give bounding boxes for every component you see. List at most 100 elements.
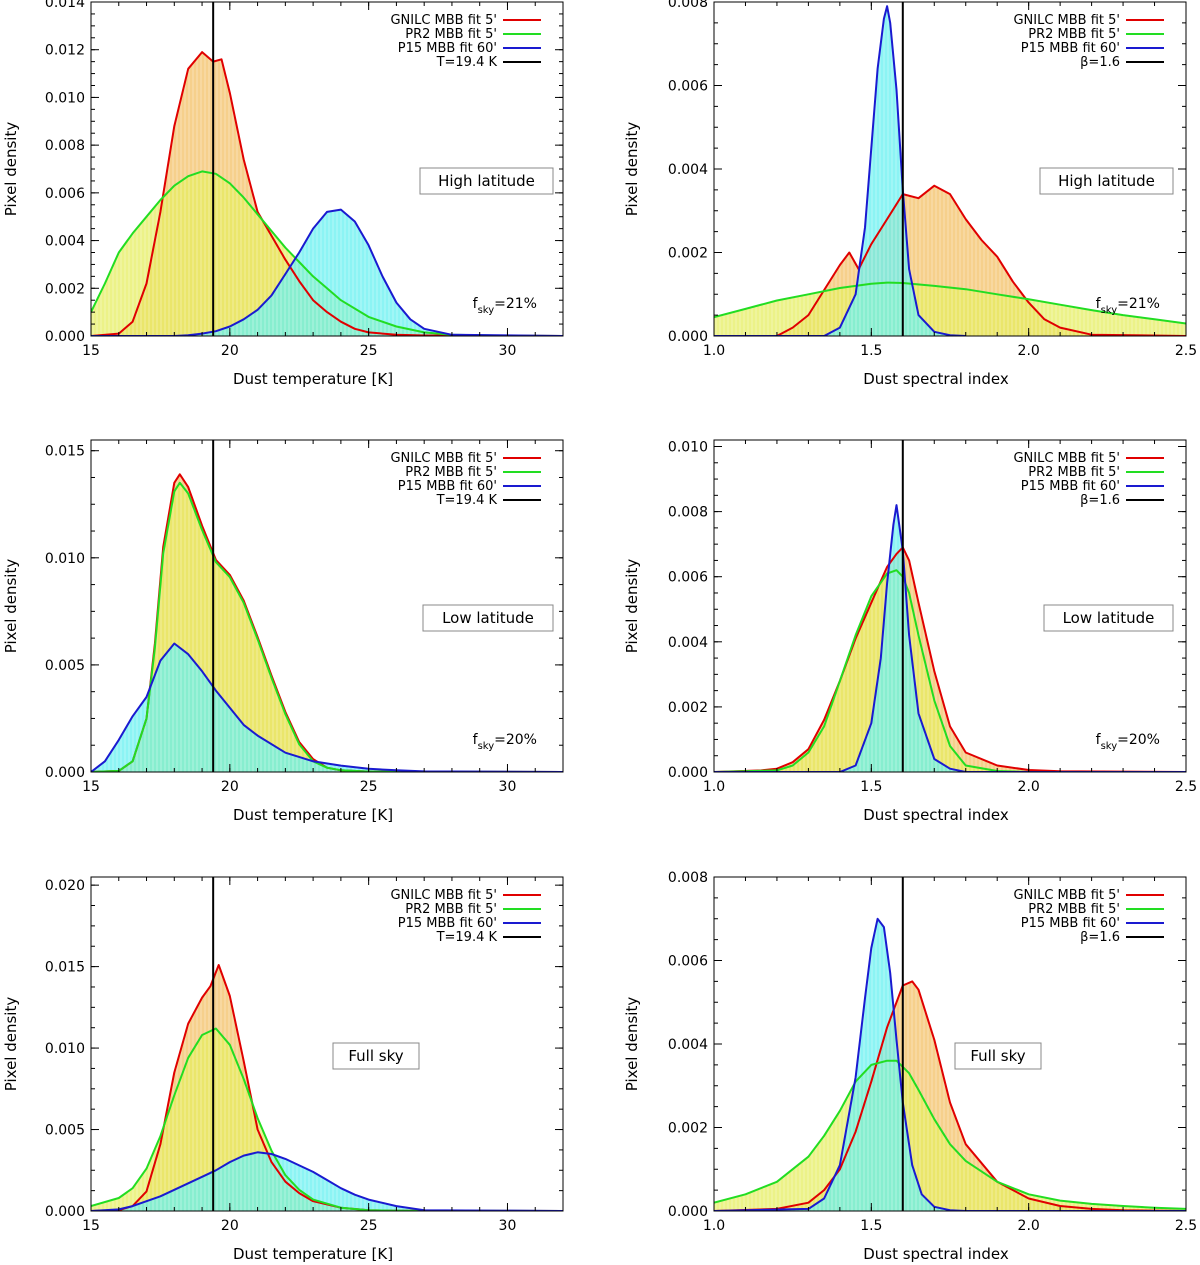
area-p15: [91, 1152, 563, 1211]
x-tick-label: 15: [82, 779, 100, 795]
y-tick-label: 0.002: [668, 1121, 708, 1137]
region-label: Full sky: [348, 1047, 403, 1065]
area-pr2: [714, 1060, 1186, 1211]
area-pr2: [91, 171, 563, 336]
y-tick-label: 0.014: [45, 0, 85, 11]
x-tick-label: 2.0: [1018, 343, 1040, 359]
x-tick-label: 2.0: [1018, 779, 1040, 795]
y-tick-label: 0.002: [668, 700, 708, 716]
plot-frame: [90, 876, 564, 1212]
y-tick-label: 0.004: [45, 234, 85, 250]
line-p15: [91, 208, 563, 336]
x-tick-label: 25: [360, 1218, 378, 1234]
legend-label: P15 MBB fit 60': [1021, 41, 1120, 56]
area-p15: [91, 209, 563, 336]
area-gnilc: [714, 547, 1186, 772]
x-tick-label: 30: [499, 343, 517, 359]
area-pr2: [91, 1028, 563, 1211]
legend-label: P15 MBB fit 60': [1021, 916, 1120, 931]
plot-area: [714, 877, 1186, 1211]
legend-label: PR2 MBB fit 5': [1028, 27, 1120, 42]
line-p15: [714, 5, 966, 336]
x-tick-label: 20: [221, 779, 239, 795]
x-tick-label: 30: [499, 1218, 517, 1234]
x-tick-label: 25: [360, 343, 378, 359]
y-tick-label: 0.010: [45, 90, 85, 106]
fsky-annotation: fsky=20%: [1096, 732, 1160, 752]
legend-label: β=1.6: [1080, 493, 1120, 508]
line-pr2: [91, 481, 563, 772]
y-tick-label: 0.002: [668, 246, 708, 262]
y-tick-label: 0.000: [668, 765, 708, 781]
legend-label: P15 MBB fit 60': [398, 479, 497, 494]
legend-label: GNILC MBB fit 5': [1013, 13, 1120, 28]
legend-label: GNILC MBB fit 5': [1013, 451, 1120, 466]
y-tick-label: 0.008: [668, 0, 708, 11]
y-tick-label: 0.000: [45, 329, 85, 345]
y-tick-label: 0.006: [668, 79, 708, 95]
y-tick-label: 0.008: [668, 505, 708, 521]
x-tick-label: 15: [82, 343, 100, 359]
panel-beta-low: 1.0 1.5 2.0 2.5 0.000 0.002 0.004 0.006 0.008 0.0…: [623, 439, 1197, 824]
panel-temp-high: 15 20 25 30 0.000 0.002 0.004 0.006 0.008 0.010 0.…: [2, 0, 564, 388]
legend-label: GNILC MBB fit 5': [1013, 888, 1120, 903]
panel-temp-low: 15 20 25 30 0.000 0.005 0.010 0.015 Dust tempera…: [2, 439, 564, 824]
panel-beta-high: 1.0 1.5 2.0 2.5 0.000 0.002 0.004 0.006 0.008 Dus…: [623, 0, 1197, 388]
y-tick-label: 0.008: [45, 138, 85, 154]
region-box: [419, 167, 554, 195]
x-tick-label: 15: [82, 1218, 100, 1234]
legend-label: PR2 MBB fit 5': [1028, 902, 1120, 917]
legend-label: PR2 MBB fit 5': [1028, 465, 1120, 480]
legend-label: PR2 MBB fit 5': [405, 902, 497, 917]
x-axis-label: Dust spectral index: [863, 370, 1009, 388]
line-p15: [714, 504, 1186, 772]
x-tick-label: 1.0: [703, 779, 725, 795]
legend-label: GNILC MBB fit 5': [390, 13, 497, 28]
region-label: High latitude: [438, 172, 535, 190]
x-tick-label: 1.5: [860, 779, 882, 795]
y-tick-label: 0.002: [45, 281, 85, 297]
region-label: Full sky: [970, 1047, 1025, 1065]
line-p15: [91, 642, 563, 772]
x-tick-label: 1.0: [703, 343, 725, 359]
fsky-annotation: fsky=21%: [1096, 296, 1160, 316]
x-tick-label: 2.5: [1175, 343, 1197, 359]
x-axis-label: Dust spectral index: [863, 1245, 1009, 1263]
y-tick-label: 0.000: [45, 765, 85, 781]
legend: GNILC MBB fit 5'PR2 MBB fit 5'P15 MBB fi…: [1013, 13, 1164, 70]
line-p15: [91, 1151, 563, 1211]
region-box: [1039, 167, 1174, 195]
x-tick-label: 30: [499, 779, 517, 795]
fsky-annotation: fsky=20%: [473, 732, 537, 752]
y-tick-label: 0.000: [668, 1204, 708, 1220]
legend-label: β=1.6: [1080, 55, 1120, 70]
x-axis-label: Dust temperature [K]: [233, 1245, 393, 1263]
legend-label: P15 MBB fit 60': [398, 41, 497, 56]
y-tick-label: 0.004: [668, 1037, 708, 1053]
region-box: [1043, 604, 1174, 632]
x-tick-label: 20: [221, 1218, 239, 1234]
y-tick-label: 0.005: [45, 1123, 85, 1139]
plot-area: [714, 2, 1186, 336]
y-tick-label: 0.010: [45, 551, 85, 567]
line-pr2: [714, 1059, 1186, 1210]
legend: GNILC MBB fit 5'PR2 MBB fit 5'P15 MBB fi…: [1013, 888, 1164, 945]
region-label: Low latitude: [1063, 609, 1155, 627]
x-axis-label: Dust temperature [K]: [233, 806, 393, 824]
line-gnilc: [91, 51, 563, 336]
area-pr2: [714, 282, 1186, 336]
line-pr2: [714, 569, 1186, 772]
y-tick-label: 0.015: [45, 960, 85, 976]
region-label: High latitude: [1058, 172, 1155, 190]
area-p15: [91, 643, 563, 772]
y-tick-label: 0.000: [668, 329, 708, 345]
legend-label: P15 MBB fit 60': [398, 916, 497, 931]
line-gnilc: [714, 546, 1186, 772]
y-axis-label: Pixel density: [623, 122, 641, 217]
plot-frame: [90, 439, 564, 773]
legend: GNILC MBB fit 5'PR2 MBB fit 5'P15 MBB fi…: [390, 451, 541, 508]
legend-label: T=19.4 K: [436, 493, 498, 508]
line-pr2: [91, 1027, 563, 1211]
y-tick-label: 0.000: [45, 1204, 85, 1220]
